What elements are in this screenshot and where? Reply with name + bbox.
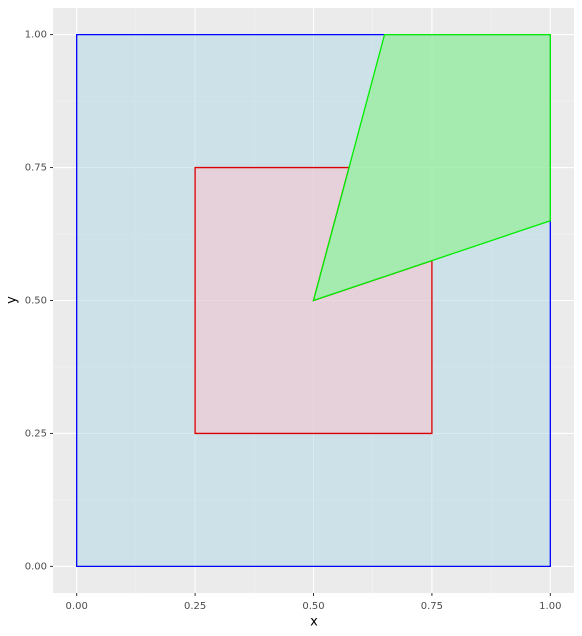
- y-axis-title: y: [5, 296, 20, 304]
- y-tick-label: 0.50: [25, 296, 47, 307]
- y-tick-label: 0.00: [25, 561, 47, 572]
- x-tick-label: 0.50: [302, 601, 324, 612]
- x-tick-label: 0.25: [184, 601, 206, 612]
- y-tick-label: 1.00: [25, 30, 47, 41]
- x-axis-title: x: [310, 615, 318, 630]
- polygon: [312, 33, 551, 302]
- y-tick-label: 0.75: [25, 163, 47, 174]
- x-tick-label: 0.75: [421, 601, 443, 612]
- x-tick-label: 1.00: [539, 601, 561, 612]
- x-tick-label: 0.00: [66, 601, 88, 612]
- y-tick-label: 0.25: [25, 428, 47, 439]
